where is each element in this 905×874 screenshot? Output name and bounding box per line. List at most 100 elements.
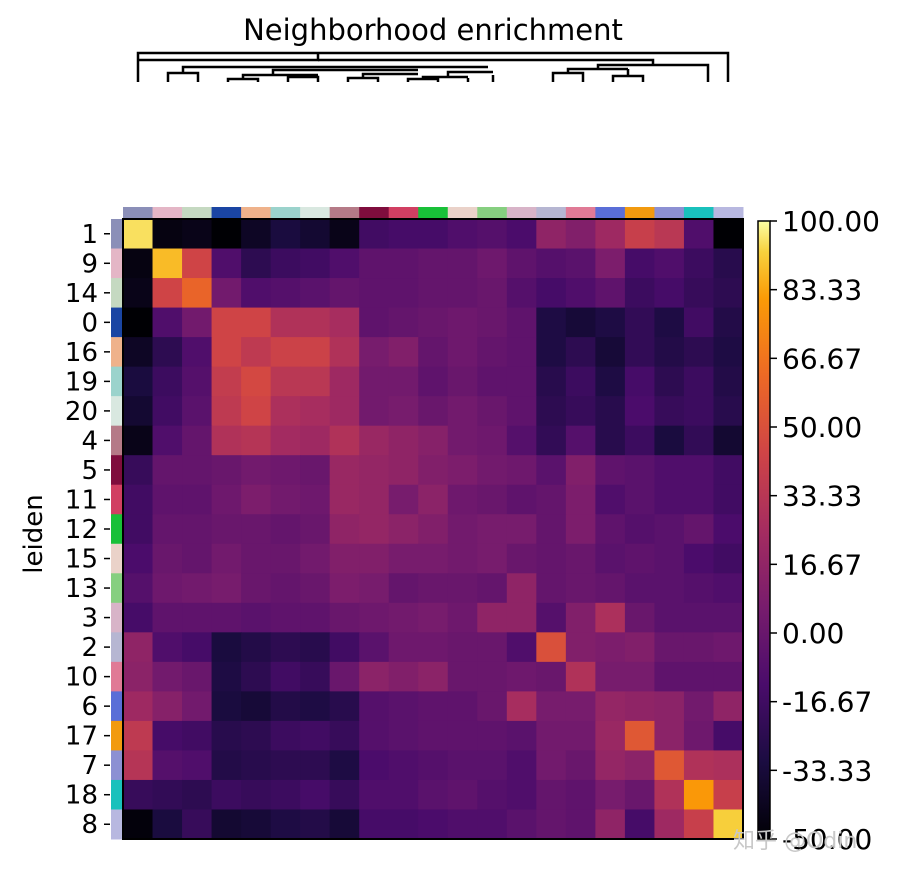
heatmap-cell-r1-c11 [388,219,419,250]
heatmap-cell-r5-c11 [388,455,419,486]
heatmap-cell-r13-c3 [506,573,537,604]
heatmap-cell-r13-c20 [300,573,331,604]
heatmap-cell-r15-c7 [654,543,685,574]
heatmap-cell-r13-c8 [713,573,744,604]
heatmap-cell-r11-c4 [329,484,360,515]
heatmap-cell-r19-c0 [211,366,242,397]
heatmap-cell-r15-c2 [536,543,567,574]
heatmap-cell-r0-c3 [506,307,537,338]
heatmap-cell-r4-c20 [300,425,331,456]
dendrogram-branch-6 [286,75,320,82]
heatmap-cell-r18-c18 [683,779,715,811]
heatmap-cell-r0-c2 [536,307,567,338]
heatmap-cell-r17-c9 [152,720,183,752]
y-tick-label-9: 9 [81,249,98,279]
heatmap-cell-r9-c5 [359,248,390,279]
heatmap-cell-r19-c9 [152,366,183,397]
y-tick-label-4: 4 [81,426,98,456]
heatmap-cell-r4-c14 [182,425,213,456]
heatmap-cell-r4-c12 [418,425,449,456]
heatmap-cell-r14-c9 [152,278,183,309]
top-strip-10 [565,207,596,218]
heatmap-cell-r2-c12 [418,632,449,663]
heatmap-cell-r10-c7 [654,661,685,692]
dendrogram-branch-10 [361,72,418,78]
y-tick-label-6: 6 [81,692,98,722]
heatmap-cell-r13-c6 [595,573,626,604]
heatmap-cell-r17-c4 [329,720,360,752]
heatmap-cell-r0-c11 [388,307,419,338]
heatmap-cell-r6-c0 [211,691,242,722]
heatmap-cell-r1-c6 [595,219,626,250]
heatmap-cell-r1-c0 [211,219,242,250]
heatmap-cell-r13-c5 [359,573,390,604]
y-tick-label-19: 19 [65,367,98,397]
heatmap-cell-r7-c16 [241,750,272,781]
heatmap-cell-r16-c1 [123,337,154,368]
heatmap-cell-r10-c13 [477,661,508,692]
heatmap-cell-r10-c11 [388,661,419,692]
heatmap-cell-r2-c7 [654,632,685,663]
heatmap-cell-r10-c19 [270,661,301,692]
heatmap-cell-r4-c3 [506,425,537,456]
heatmap-cell-r8-c19 [270,809,301,840]
heatmap-cell-r9-c2 [536,248,567,279]
heatmap-cell-r12-c18 [683,514,715,545]
heatmap-cell-r9-c7 [654,248,685,279]
colorbar-tick-label: -33.33 [782,754,872,787]
heatmap-cell-r13-c7 [654,573,685,604]
heatmap-cell-r11-c15 [447,484,478,515]
heatmap-cell-r18-c14 [182,779,213,811]
heatmap-cell-r13-c17 [624,573,656,604]
heatmap-cell-r4-c13 [477,425,508,456]
heatmap-cell-r16-c7 [654,337,685,368]
heatmap-cell-r12-c2 [536,514,567,545]
heatmap-cell-r1-c16 [241,219,272,250]
heatmap-cell-r10-c10 [565,661,596,692]
heatmap-cell-r5-c17 [624,455,656,486]
heatmap-cell-r5-c7 [654,455,685,486]
heatmap-cell-r7-c13 [477,750,508,781]
heatmap-cell-r12-c3 [506,514,537,545]
y-tick-label-16: 16 [65,338,98,368]
heatmap-cell-r18-c2 [536,779,567,811]
heatmap-cell-r19-c2 [536,366,567,397]
top-strip-11 [388,207,419,218]
heatmap-cell-r5-c13 [477,455,508,486]
heatmap-cell-r2-c15 [447,632,478,663]
heatmap-cell-r6-c1 [123,691,154,722]
colorbar-tick-label: 0.00 [782,617,844,650]
heatmap-cell-r6-c17 [624,691,656,722]
heatmap-cell-r6-c19 [270,691,301,722]
heatmap-cell-r3-c17 [624,602,656,633]
heatmap-cell-r5-c14 [182,455,213,486]
heatmap-cell-r19-c4 [329,366,360,397]
heatmap-cell-r16-c5 [359,337,390,368]
heatmap-cell-r15-c19 [270,543,301,574]
heatmap-cell-r0-c6 [595,307,626,338]
colorbar-tick-label: 33.33 [782,480,862,513]
heatmap-cell-r0-c19 [270,307,301,338]
heatmap-cell-r16-c20 [300,337,331,368]
heatmap-cell-r10-c15 [447,661,478,692]
colorbar-tick-label: -16.67 [782,686,872,719]
heatmap-cell-r8-c5 [359,809,390,840]
heatmap-cell-r6-c18 [683,691,715,722]
heatmap-cell-r10-c20 [300,661,331,692]
top-strip-6 [595,207,626,218]
heatmap-cell-r12-c19 [270,514,301,545]
heatmap-cell-r4-c1 [123,425,154,456]
heatmap-cell-r8-c18 [683,809,715,840]
heatmap-cell-r8-c8 [713,809,744,840]
heatmap-cell-r7-c18 [683,750,715,781]
heatmap-cell-r12-c17 [624,514,656,545]
dendrogram-branch-17 [566,67,628,73]
colorbar [757,220,771,840]
heatmap-cell-r13-c15 [447,573,478,604]
heatmap-cell-r16-c12 [418,337,449,368]
heatmap-cell-r17-c19 [270,720,301,752]
heatmap-cell-r2-c20 [300,632,331,663]
heatmap-cell-r2-c9 [152,632,183,663]
heatmap-cell-r3-c8 [713,602,744,633]
